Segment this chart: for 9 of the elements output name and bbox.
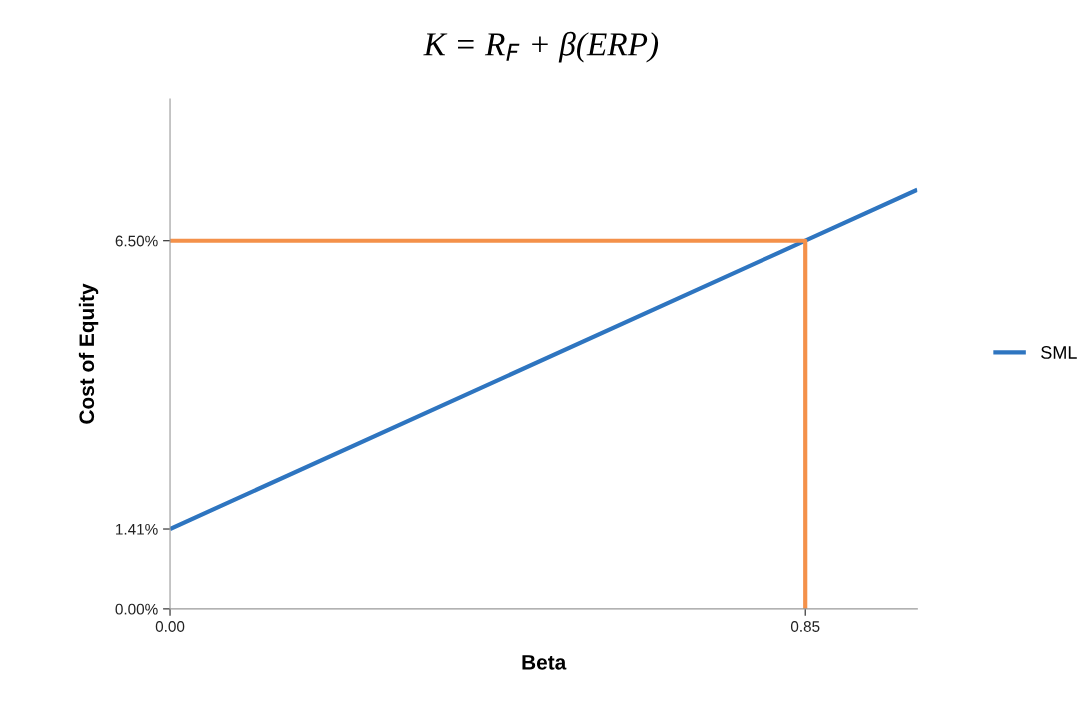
x-axis-title: Beta (522, 655, 567, 670)
y-tick-label: 6.50% (115, 235, 158, 247)
x-tick-label: 0.85 (790, 621, 820, 632)
x-tick-label: 0.00 (155, 621, 185, 632)
legend-label: SML (1041, 346, 1077, 359)
y-tick-label: 0.00% (115, 603, 158, 615)
y-axis-title: Cost of Equity (78, 283, 99, 424)
chart-title: K = R$_{F}$ + β(ERP) (423, 31, 659, 63)
y-tick-label: 1.41% (116, 523, 158, 535)
